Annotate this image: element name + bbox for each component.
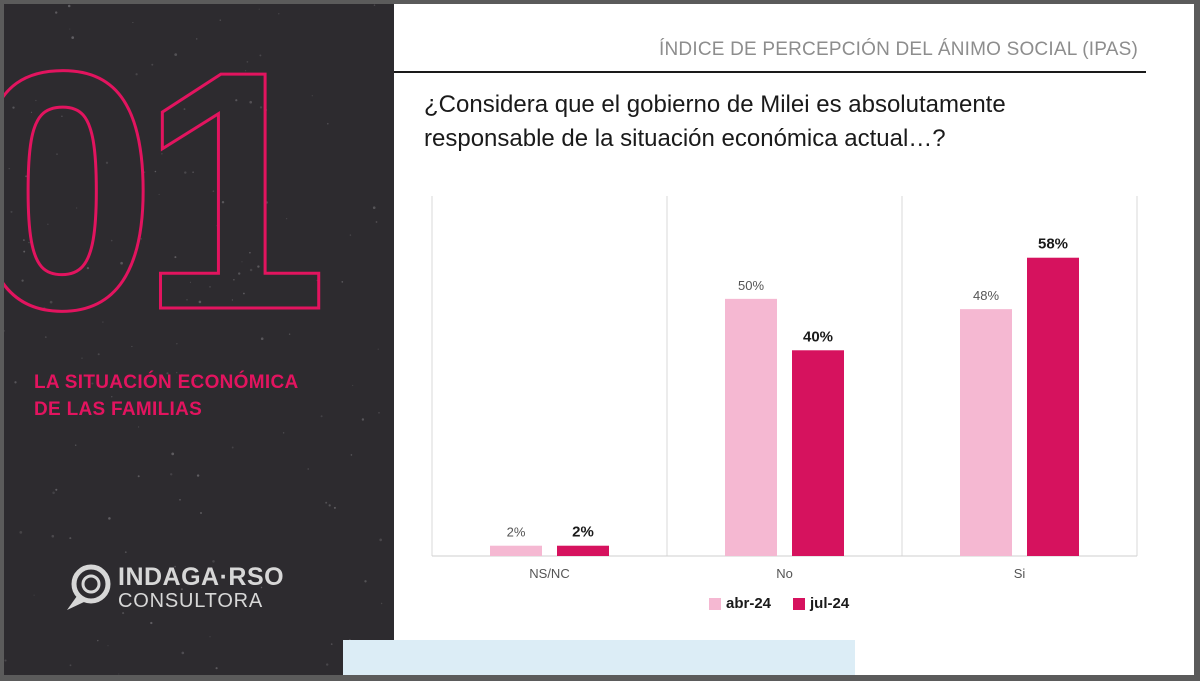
logo-name: INDAGA·RSO <box>118 563 285 591</box>
question-line2: responsable de la situación económica ac… <box>424 125 946 152</box>
bar-jul-24-no <box>792 350 844 556</box>
x-tick-label: No <box>776 566 793 581</box>
logo-subtitle: CONSULTORA <box>118 590 264 612</box>
legend-swatch-abr <box>709 597 721 610</box>
bar-jul-24-nsnc <box>557 545 609 556</box>
legend-item-abr: abr-24 <box>709 595 771 612</box>
legend-swatch-jul <box>793 597 805 610</box>
data-label: 50% <box>738 278 764 293</box>
data-label: 40% <box>803 328 833 345</box>
data-label: 48% <box>973 288 999 303</box>
legend-label-abr: abr-24 <box>726 595 772 612</box>
chart-question: ¿Considera que el gobierno de Milei es a… <box>424 88 1164 156</box>
section-number-text: 01 <box>4 4 320 344</box>
bar-chart: 2% 2% NS/NC 50% 40% No 48% 58% Si <box>431 196 1138 581</box>
section-title-line2: DE LAS FAMILIAS <box>34 399 203 420</box>
question-line1: ¿Considera que el gobierno de Milei es a… <box>424 91 1006 118</box>
data-label: 58% <box>1038 236 1068 253</box>
header-divider <box>394 71 1146 73</box>
section-number: 01 <box>4 4 339 344</box>
magnifier-logo-icon <box>67 564 111 610</box>
bar-abr-24-si <box>960 309 1012 556</box>
bar-abr-24-no <box>725 298 777 556</box>
section-title-line1: LA SITUACIÓN ECONÓMICA <box>34 372 299 393</box>
legend-item-jul: jul-24 <box>793 595 849 612</box>
brand-logo: INDAGA·RSO CONSULTORA <box>64 559 344 619</box>
data-label: 2% <box>507 525 526 540</box>
page-header-title: ÍNDICE DE PERCEPCIÓN DEL ÁNIMO SOCIAL (I… <box>659 39 1138 60</box>
legend-label-jul: jul-24 <box>810 595 850 612</box>
data-label: 2% <box>572 524 594 541</box>
slide: 01 LA SITUACIÓN ECONÓMICA DE LAS FAMILIA… <box>4 4 1194 675</box>
section-title: LA SITUACIÓN ECONÓMICA DE LAS FAMILIAS <box>34 369 374 423</box>
bar-jul-24-si <box>1027 257 1079 556</box>
x-tick-label: Si <box>1014 566 1026 581</box>
bar-abr-24-nsnc <box>490 545 542 556</box>
caption-box <box>343 640 855 675</box>
speckle-texture <box>4 4 383 675</box>
section-sidebar: 01 LA SITUACIÓN ECONÓMICA DE LAS FAMILIA… <box>4 4 394 675</box>
chart-legend: abr-24 jul-24 <box>709 595 909 617</box>
x-tick-label: NS/NC <box>529 566 569 581</box>
